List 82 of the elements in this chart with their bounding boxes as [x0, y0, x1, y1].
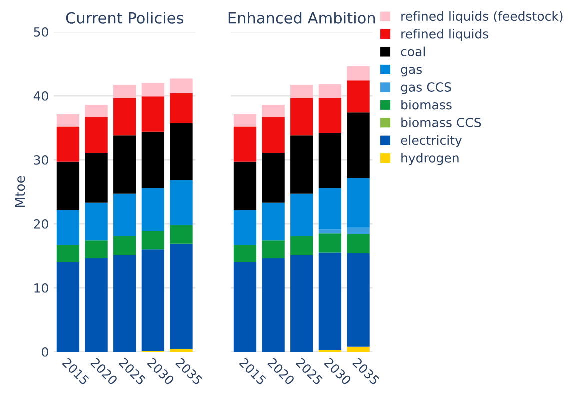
bar [347, 234, 370, 254]
legend-label: gas CCS [401, 82, 452, 94]
legend-label: refined liquids (feedstock) [402, 11, 563, 24]
bar [318, 252, 342, 350]
legend-label: coal [401, 46, 426, 57]
bar [290, 194, 314, 236]
bar [85, 104, 108, 118]
bar [170, 180, 193, 226]
bar [318, 234, 342, 253]
y-tick-label: 30 [34, 155, 48, 165]
bar [290, 136, 314, 194]
bar [262, 152, 285, 203]
bar [262, 240, 285, 259]
bar [114, 236, 136, 256]
bar [170, 93, 193, 124]
bar [142, 96, 165, 132]
legend-label: refined liquids [402, 29, 489, 42]
bar [347, 253, 370, 347]
legend-label: biomass CCS [402, 118, 482, 128]
bar [56, 114, 80, 127]
bar [114, 85, 136, 99]
bar [85, 258, 108, 352]
y-tick-label: 0 [42, 347, 48, 357]
y-axis-title: Mtoe [15, 176, 26, 208]
bar [56, 245, 80, 262]
bar [234, 262, 257, 352]
bar [114, 136, 136, 194]
bar [347, 228, 370, 234]
bar [234, 114, 257, 127]
y-tick-label: 10 [34, 283, 48, 293]
bar [347, 178, 370, 228]
bar [318, 188, 342, 230]
bar [85, 152, 108, 203]
bar [142, 188, 165, 232]
legend-label: hydrogen [402, 153, 459, 166]
chart-title: Current Policies [66, 12, 184, 24]
legend-label: gas [401, 67, 422, 77]
bar [290, 255, 314, 352]
chart-title: Enhanced Ambition [228, 12, 376, 24]
legend-label: biomass [402, 100, 452, 110]
bar [142, 250, 165, 352]
bar [318, 84, 342, 98]
bar [170, 349, 193, 352]
bar [347, 346, 370, 352]
bar [56, 262, 80, 352]
y-tick-label: 20 [34, 219, 48, 229]
bar [290, 236, 314, 256]
bar [56, 210, 80, 246]
bar [114, 194, 136, 236]
y-tick-label: 40 [34, 91, 48, 101]
bar [114, 98, 136, 136]
bar [347, 112, 370, 179]
bar [262, 104, 285, 118]
y-tick-label: 50 [34, 27, 48, 37]
bar [142, 83, 165, 97]
bar [56, 126, 80, 162]
bar [234, 245, 257, 262]
bar [347, 66, 370, 81]
bar [142, 132, 165, 188]
bar [170, 225, 193, 244]
bar [234, 126, 257, 162]
bar [262, 202, 285, 241]
legend-label: electricity [401, 135, 462, 148]
bar [262, 258, 285, 352]
bar [262, 117, 285, 153]
bar [170, 78, 193, 94]
bar [56, 162, 80, 211]
bar [290, 85, 314, 99]
bar [318, 133, 342, 188]
bar [85, 240, 108, 259]
bar [142, 231, 165, 250]
bar [85, 117, 108, 153]
bar [170, 244, 193, 350]
bar [85, 202, 108, 241]
bar [234, 210, 257, 246]
bar [318, 230, 342, 234]
bar [347, 80, 370, 113]
bar [318, 98, 342, 134]
bar [234, 162, 257, 211]
bar [114, 255, 136, 352]
bar [290, 98, 314, 136]
bar [170, 124, 193, 180]
